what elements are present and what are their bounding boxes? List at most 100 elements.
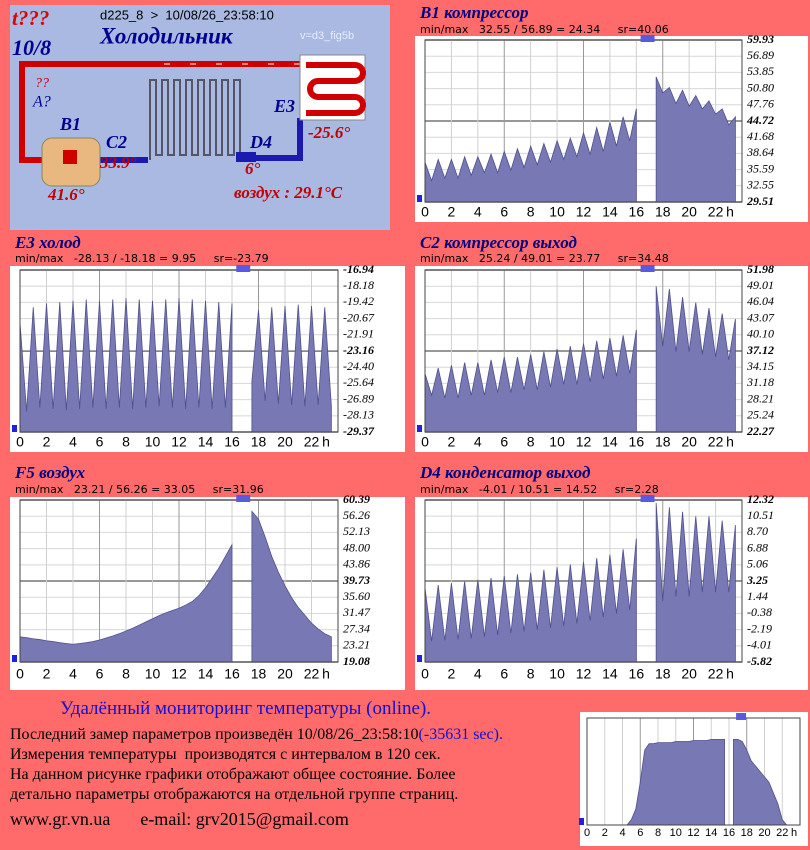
y-tick-label: 51.98: [747, 262, 774, 276]
chart-stats: min/max 32.55 / 56.89 = 24.34 sr=40.06: [420, 23, 669, 36]
sensor-label: B1: [59, 114, 81, 134]
x-tick-label: 8: [527, 434, 535, 450]
y-tick-label: 31.18: [746, 375, 774, 389]
x-tick-label: 12: [171, 666, 187, 682]
y-tick-label: 46.04: [747, 294, 774, 308]
y-tick-label: -18.18: [343, 278, 374, 292]
status-marker: [417, 195, 422, 202]
x-tick-label: 20: [681, 666, 697, 682]
x-tick-label: 12: [576, 434, 592, 450]
x-tick-label: 8: [527, 666, 535, 682]
x-tick-label: 6: [96, 434, 104, 450]
status: t???: [12, 6, 49, 30]
y-tick-label: -4.01: [747, 638, 772, 652]
y-tick-label: -24.40: [343, 359, 374, 373]
status-marker: [417, 655, 422, 662]
y-tick-label: 34.15: [746, 359, 774, 373]
chart-stats: min/max -4.01 / 10.51 = 14.52 sr=2.28: [420, 483, 659, 496]
x-tick-label: 20: [758, 827, 770, 839]
y-tick-label: 48.00: [343, 540, 370, 554]
x-tick-label: 10: [549, 204, 565, 220]
y-tick-label: 12.32: [747, 492, 774, 506]
y-tick-label: -25.64: [343, 375, 374, 389]
x-unit: h: [726, 434, 734, 450]
plot-frame: [424, 39, 743, 203]
x-tick-label: 22: [304, 434, 320, 450]
x-tick-label: 8: [655, 827, 661, 839]
footer-line: На данном рисунке графики отображают общ…: [10, 766, 456, 783]
x-tick-label: 16: [629, 666, 645, 682]
x-tick-label: 14: [602, 434, 618, 450]
y-tick-label: 60.39: [343, 492, 370, 506]
valve: [236, 152, 256, 162]
x-tick-label: 10: [549, 434, 565, 450]
x-unit: h: [726, 204, 734, 220]
email: e-mail: grv2015@gmail.com: [140, 809, 349, 829]
y-tick-label: 32.55: [746, 178, 774, 192]
x-tick-label: 20: [277, 434, 293, 450]
x-tick-label: 12: [171, 434, 187, 450]
sensor-label: E3: [273, 96, 295, 116]
chart-stats: min/max 25.24 / 49.01 = 23.77 sr=34.48: [420, 252, 669, 265]
x-tick-label: 18: [655, 204, 671, 220]
x-tick-label: 16: [629, 434, 645, 450]
area: [424, 76, 736, 203]
plot-frame: [424, 499, 743, 663]
sensor-label: C2: [106, 132, 127, 152]
x-tick-label: 20: [681, 434, 697, 450]
x-tick-label: 4: [619, 827, 625, 839]
plot-frame: [424, 269, 743, 433]
y-tick-label: 47.76: [747, 97, 774, 111]
status-marker: [640, 495, 655, 502]
y-tick-label: -29.37: [343, 424, 375, 438]
x-tick-label: 0: [584, 827, 590, 839]
y-tick-label: -21.91: [343, 327, 374, 341]
x-tick-label: 12: [576, 666, 592, 682]
y-tick-label: 43.86: [343, 557, 370, 571]
x-tick-label: 20: [681, 204, 697, 220]
x-tick-label: 22: [304, 666, 320, 682]
y-tick-label: 43.07: [747, 310, 775, 324]
x-tick-label: 2: [448, 204, 456, 220]
y-tick-label: 56.89: [747, 48, 774, 62]
footer-line: детально параметры отображаются на отдел…: [10, 786, 459, 803]
sensor-reading: 33.9°: [99, 153, 137, 172]
x-tick-label: 14: [602, 204, 618, 220]
x-tick-label: 14: [198, 666, 214, 682]
sensor-reading: 41.6°: [47, 185, 85, 204]
y-tick-label: 19.08: [343, 654, 370, 668]
y-tick-label: 25.24: [747, 408, 774, 422]
x-tick-label: 12: [687, 827, 699, 839]
x-tick-label: 8: [122, 666, 130, 682]
x-tick-label: 16: [723, 827, 735, 839]
x-tick-label: 4: [474, 434, 482, 450]
x-tick-label: 2: [448, 666, 456, 682]
x-tick-label: 20: [277, 666, 293, 682]
x-tick-label: 10: [670, 827, 682, 839]
y-tick-label: 3.25: [746, 573, 768, 587]
y-tick-label: 37.12: [746, 343, 774, 357]
x-tick-label: 6: [637, 827, 643, 839]
sensor-reading: -25.6°: [308, 123, 350, 142]
area: [424, 286, 736, 433]
y-tick-label: -20.67: [343, 310, 375, 324]
y-tick-label: -23.16: [343, 343, 374, 357]
x-tick-label: 2: [43, 434, 51, 450]
x-tick-label: 10: [145, 434, 161, 450]
hot-pipe: [19, 61, 300, 163]
x-tick-label: 6: [500, 204, 508, 220]
offset: (-35631 sec).: [418, 726, 503, 743]
y-tick-label: 56.26: [343, 508, 370, 522]
status-marker: [12, 425, 17, 432]
status-marker: [236, 495, 251, 502]
x-unit: h: [322, 666, 330, 682]
chart-title: C2 компрессор выход: [420, 233, 577, 252]
y-tick-label: 59.93: [747, 32, 774, 46]
header: d225_8 > 10/08/26_23:58:10: [100, 7, 274, 22]
y-tick-label: 50.80: [747, 80, 774, 94]
x-tick-label: 18: [655, 666, 671, 682]
y-tick-label: 40.10: [747, 327, 774, 341]
